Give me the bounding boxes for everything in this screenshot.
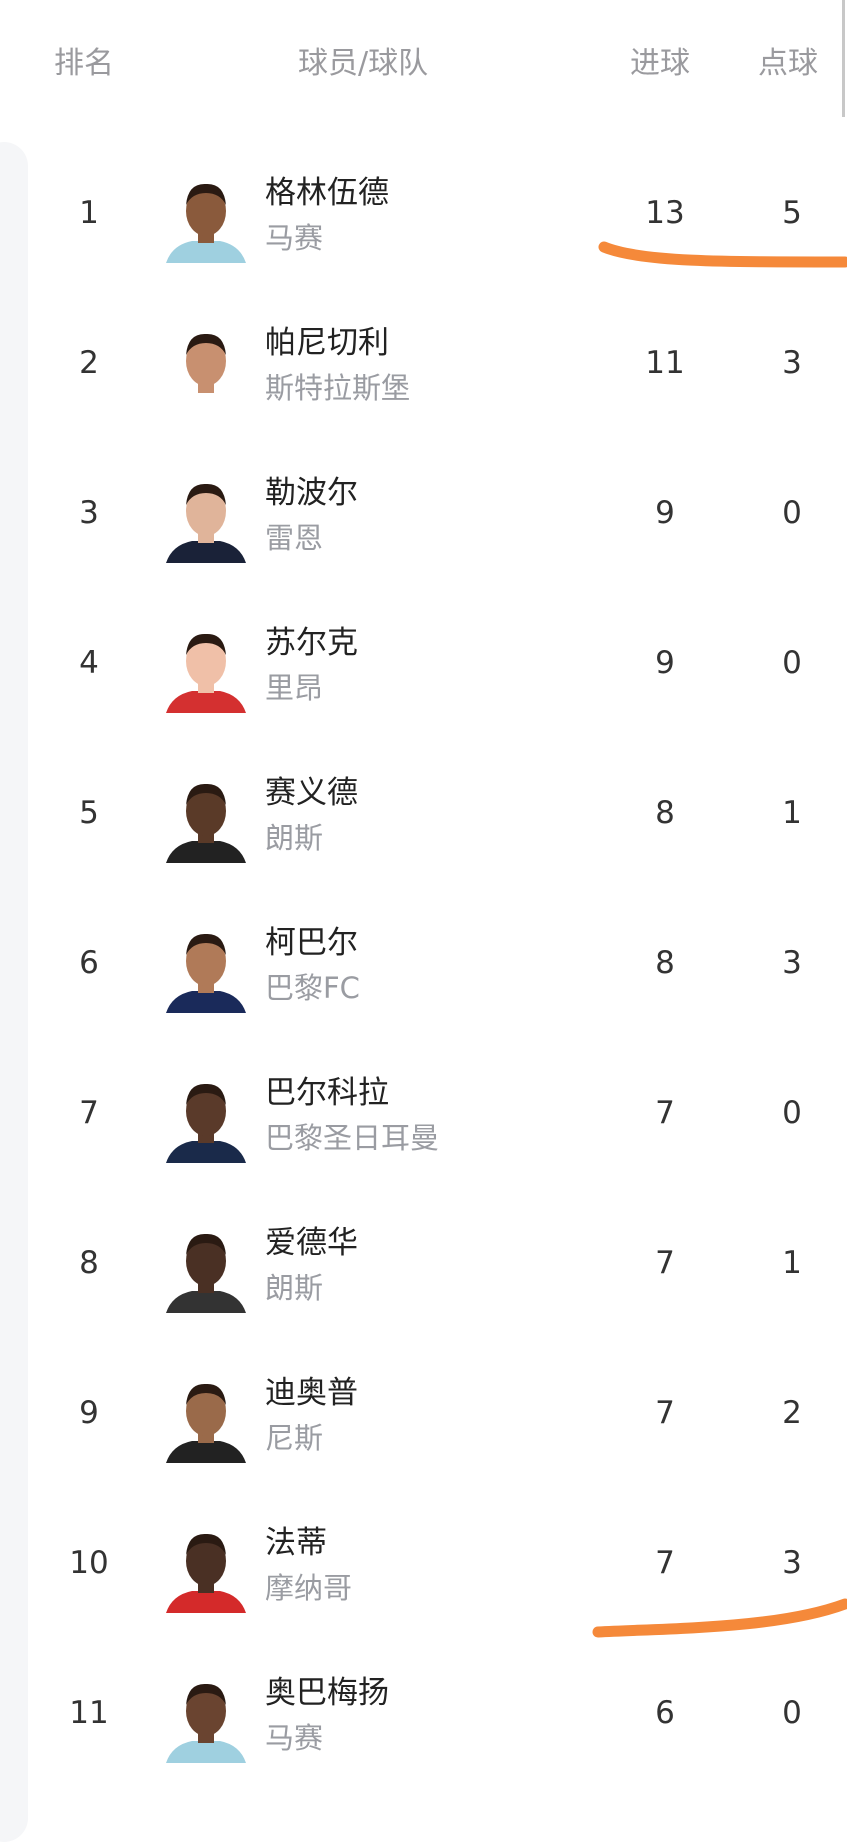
avatar-shirt <box>166 991 246 1013</box>
player-avatar <box>166 1383 246 1463</box>
rank: 11 <box>69 1695 109 1731</box>
team-name[interactable]: 斯特拉斯堡 <box>265 371 411 405</box>
rank: 5 <box>79 795 99 831</box>
goals-value: 7 <box>655 1095 675 1131</box>
player-avatar <box>166 1083 246 1163</box>
avatar-shirt <box>166 541 246 563</box>
team-name[interactable]: 巴黎圣日耳曼 <box>265 1121 440 1155</box>
table-row[interactable]: 4 苏尔克 里昂 9 0 <box>0 595 847 745</box>
header-goals: 进球 <box>630 46 690 81</box>
rank: 7 <box>79 1095 99 1131</box>
penalties-value: 0 <box>782 495 802 531</box>
team-name[interactable]: 尼斯 <box>265 1421 324 1455</box>
team-name[interactable]: 摩纳哥 <box>265 1571 353 1605</box>
player-name[interactable]: 勒波尔 <box>265 475 358 511</box>
player-avatar <box>166 1683 246 1763</box>
player-avatar <box>166 333 246 413</box>
penalties-value: 3 <box>782 345 802 381</box>
goals-value: 9 <box>655 495 675 531</box>
table-row[interactable]: 6 柯巴尔 巴黎FC 8 3 <box>0 895 847 1045</box>
team-name[interactable]: 雷恩 <box>265 521 324 555</box>
player-avatar <box>166 483 246 563</box>
player-name[interactable]: 苏尔克 <box>265 625 358 661</box>
player-name[interactable]: 格林伍德 <box>265 175 389 211</box>
avatar-shirt <box>166 1141 246 1163</box>
avatar-shirt <box>166 841 246 863</box>
table-row[interactable]: 7 巴尔科拉 巴黎圣日耳曼 7 0 <box>0 1045 847 1195</box>
scrollbar[interactable] <box>842 0 845 117</box>
player-name[interactable]: 法蒂 <box>265 1525 327 1561</box>
rank: 6 <box>79 945 99 981</box>
table-row[interactable]: 10 法蒂 摩纳哥 7 3 <box>0 1495 847 1645</box>
avatar-shirt <box>166 1441 246 1463</box>
team-name[interactable]: 巴黎FC <box>265 971 360 1005</box>
side-panel <box>0 142 28 1842</box>
avatar-shirt <box>166 1291 246 1313</box>
avatar-shirt <box>166 241 246 263</box>
avatar-shirt <box>166 1741 246 1763</box>
penalties-value: 3 <box>782 1545 802 1581</box>
rank: 10 <box>69 1545 109 1581</box>
penalties-value: 0 <box>782 1095 802 1131</box>
player-name[interactable]: 奥巴梅扬 <box>265 1675 389 1711</box>
player-avatar <box>166 933 246 1013</box>
penalties-value: 1 <box>782 1245 802 1281</box>
team-name[interactable]: 马赛 <box>265 1721 324 1755</box>
player-avatar <box>166 783 246 863</box>
team-name[interactable]: 朗斯 <box>265 821 324 855</box>
rank: 3 <box>79 495 99 531</box>
penalties-value: 5 <box>782 195 802 231</box>
team-name[interactable]: 马赛 <box>265 221 324 255</box>
goals-value: 8 <box>655 945 675 981</box>
player-avatar <box>166 633 246 713</box>
team-name[interactable]: 朗斯 <box>265 1271 324 1305</box>
rank: 8 <box>79 1245 99 1281</box>
goals-value: 6 <box>655 1695 675 1731</box>
table-row[interactable]: 9 迪奥普 尼斯 7 2 <box>0 1345 847 1495</box>
table-row[interactable]: 2 帕尼切利 斯特拉斯堡 11 3 <box>0 295 847 445</box>
rank: 2 <box>79 345 99 381</box>
player-name[interactable]: 爱德华 <box>265 1225 358 1261</box>
rank: 9 <box>79 1395 99 1431</box>
table-row[interactable]: 1 格林伍德 马赛 13 5 <box>0 145 847 295</box>
header-player-team: 球员/球队 <box>298 46 429 81</box>
player-avatar <box>166 1533 246 1613</box>
table-row[interactable]: 11 奥巴梅扬 马赛 6 0 <box>0 1645 847 1795</box>
avatar-shirt <box>166 391 246 413</box>
avatar-shirt <box>166 691 246 713</box>
goals-value: 7 <box>655 1245 675 1281</box>
player-avatar <box>166 1233 246 1313</box>
player-name[interactable]: 帕尼切利 <box>265 325 389 361</box>
team-name[interactable]: 里昂 <box>265 671 324 705</box>
goals-value: 7 <box>655 1545 675 1581</box>
penalties-value: 2 <box>782 1395 802 1431</box>
rank: 4 <box>79 645 99 681</box>
header-rank: 排名 <box>54 46 114 81</box>
header-penalties: 点球 <box>758 46 818 81</box>
goals-value: 11 <box>645 345 685 381</box>
table-row[interactable]: 3 勒波尔 雷恩 9 0 <box>0 445 847 595</box>
goals-value: 13 <box>645 195 685 231</box>
penalties-value: 3 <box>782 945 802 981</box>
penalties-value: 1 <box>782 795 802 831</box>
player-name[interactable]: 巴尔科拉 <box>265 1075 389 1111</box>
table-row[interactable]: 5 赛义德 朗斯 8 1 <box>0 745 847 895</box>
penalties-value: 0 <box>782 645 802 681</box>
rank: 1 <box>79 195 99 231</box>
goals-value: 8 <box>655 795 675 831</box>
table-row[interactable]: 8 爱德华 朗斯 7 1 <box>0 1195 847 1345</box>
penalties-value: 0 <box>782 1695 802 1731</box>
player-name[interactable]: 迪奥普 <box>265 1375 358 1411</box>
player-name[interactable]: 赛义德 <box>265 775 358 811</box>
avatar-shirt <box>166 1591 246 1613</box>
goals-value: 9 <box>655 645 675 681</box>
goals-value: 7 <box>655 1395 675 1431</box>
player-avatar <box>166 183 246 263</box>
player-name[interactable]: 柯巴尔 <box>265 925 358 961</box>
